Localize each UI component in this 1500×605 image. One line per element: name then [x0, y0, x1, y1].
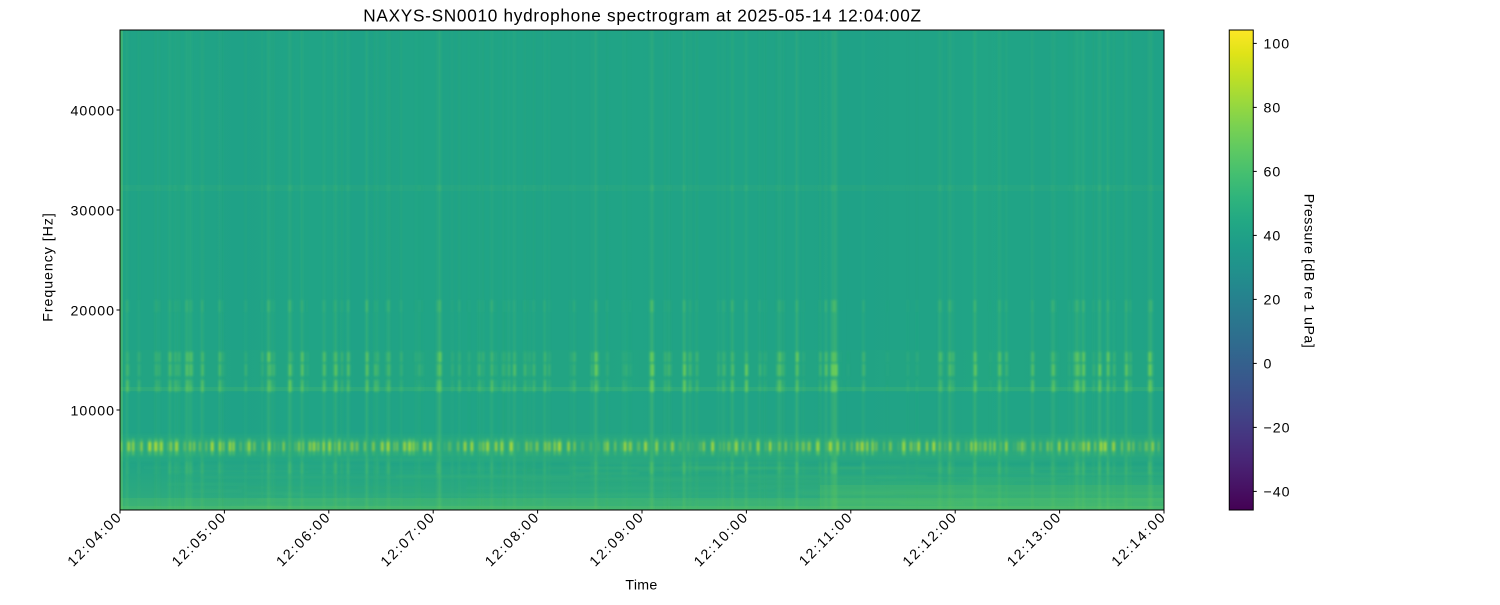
- svg-text:30000: 30000: [71, 204, 115, 220]
- svg-text:80: 80: [1264, 101, 1282, 117]
- svg-text:40000: 40000: [71, 104, 115, 120]
- svg-text:10000: 10000: [71, 404, 115, 420]
- svg-text:−20: −20: [1264, 421, 1291, 437]
- svg-text:Frequency [Hz]: Frequency [Hz]: [41, 212, 57, 322]
- svg-text:20000: 20000: [71, 304, 115, 320]
- svg-text:12:04:00: 12:04:00: [65, 509, 126, 570]
- svg-text:12:06:00: 12:06:00: [274, 509, 335, 570]
- svg-text:100: 100: [1264, 37, 1291, 53]
- svg-text:12:11:00: 12:11:00: [796, 509, 856, 569]
- svg-text:Pressure [dB re 1 uPa]: Pressure [dB re 1 uPa]: [1301, 194, 1317, 349]
- svg-text:12:07:00: 12:07:00: [378, 509, 439, 570]
- svg-text:12:13:00: 12:13:00: [1004, 509, 1065, 570]
- svg-text:Time: Time: [625, 578, 657, 594]
- svg-text:20: 20: [1264, 293, 1282, 309]
- svg-text:12:08:00: 12:08:00: [482, 509, 543, 570]
- svg-text:60: 60: [1264, 165, 1282, 181]
- svg-text:−40: −40: [1264, 485, 1291, 501]
- svg-text:12:05:00: 12:05:00: [169, 509, 230, 570]
- svg-text:0: 0: [1264, 357, 1273, 373]
- svg-text:12:12:00: 12:12:00: [900, 509, 961, 570]
- svg-text:12:10:00: 12:10:00: [691, 509, 752, 570]
- svg-text:NAXYS-SN0010 hydrophone spectr: NAXYS-SN0010 hydrophone spectrogram at 2…: [363, 5, 921, 25]
- svg-text:40: 40: [1264, 229, 1282, 245]
- svg-text:12:09:00: 12:09:00: [587, 509, 648, 570]
- svg-text:12:14:00: 12:14:00: [1109, 509, 1170, 570]
